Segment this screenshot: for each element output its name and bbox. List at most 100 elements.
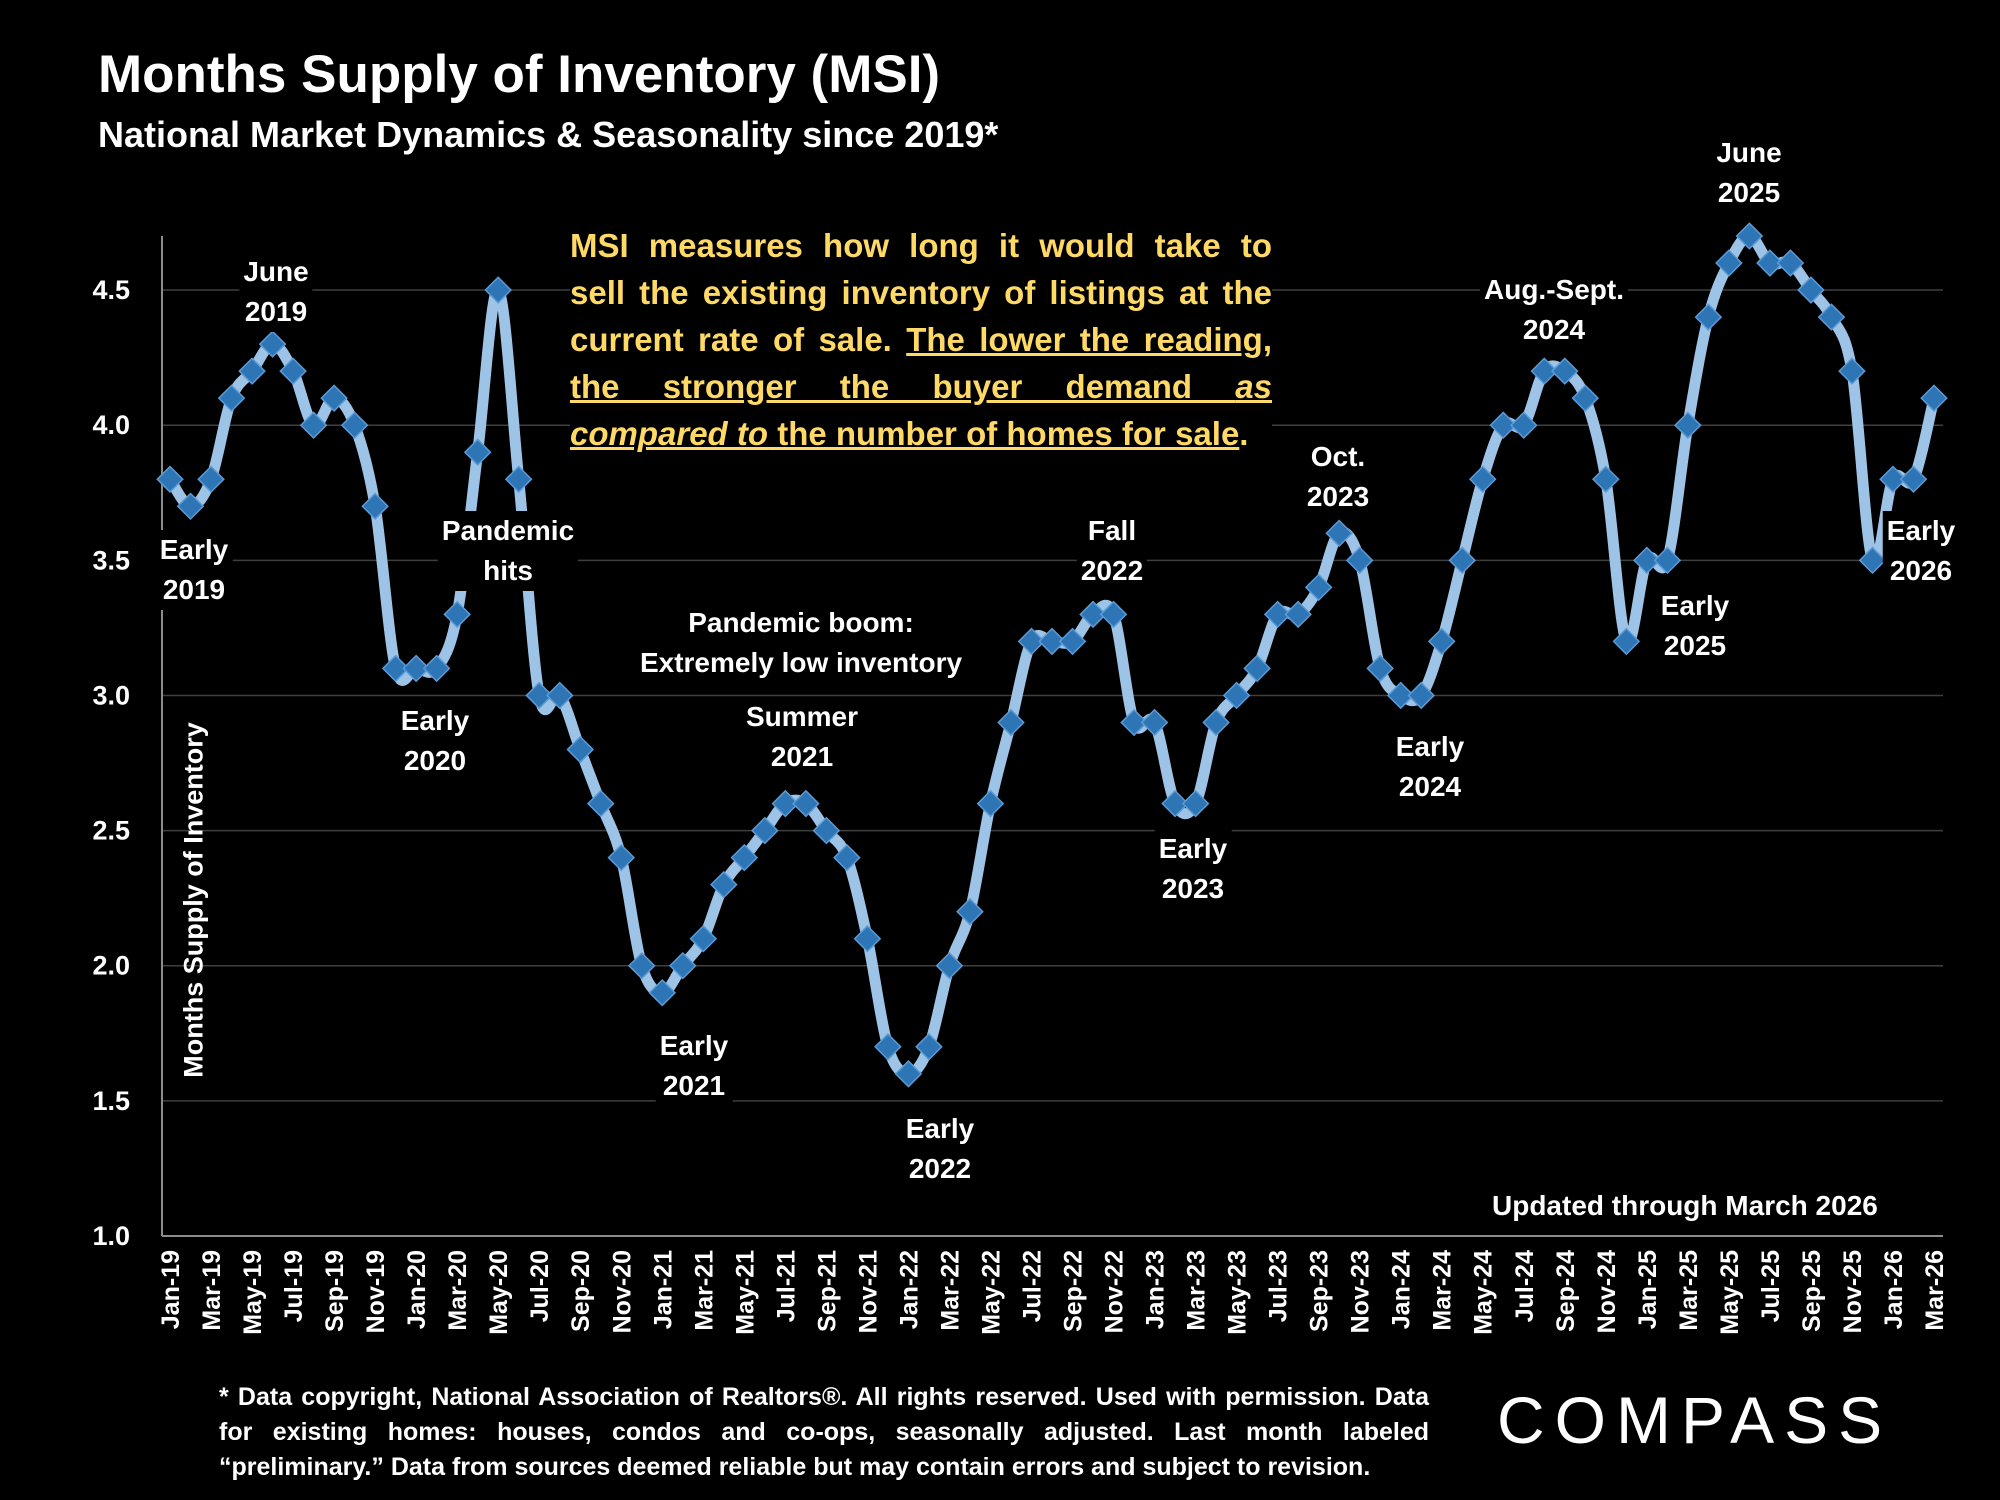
data-point-marker <box>320 384 348 412</box>
note-emphasis: compared to <box>570 415 769 452</box>
data-point-marker <box>1222 681 1251 710</box>
data-point-marker <box>1776 249 1805 277</box>
data-point-marker <box>976 789 1005 818</box>
data-point-marker <box>443 600 471 629</box>
data-point-marker <box>1797 276 1825 304</box>
data-point-marker <box>1304 573 1333 602</box>
data-point-marker <box>1735 222 1764 250</box>
note-line: MSI measures how long it would take to <box>570 227 1272 264</box>
data-point-marker <box>627 951 656 980</box>
note-text: . <box>1239 415 1249 452</box>
note-line: the stronger the buyer demand as <box>570 363 1272 410</box>
annotation-early-2022: Early 2022 <box>901 1109 979 1189</box>
annotation-june-2025: June 2025 <box>1712 133 1786 213</box>
data-point-marker <box>1386 681 1415 710</box>
x-tick-label: Jan-23 <box>1142 1250 1170 1329</box>
data-point-marker <box>1345 546 1374 575</box>
x-tick-label: Mar-25 <box>1675 1250 1703 1331</box>
x-tick-label: Jul-25 <box>1757 1250 1785 1322</box>
axes <box>161 236 1943 1237</box>
data-point-marker <box>1715 249 1743 277</box>
x-tick-label: Sep-23 <box>1306 1250 1334 1332</box>
x-tick-label: Nov-23 <box>1347 1250 1375 1333</box>
data-point-marker <box>1468 465 1497 494</box>
x-tick-label: Sep-20 <box>567 1250 595 1332</box>
annotation-early-2023: Early 2023 <box>1154 829 1232 909</box>
x-tick-label: Jul-23 <box>1265 1250 1293 1322</box>
data-point-marker <box>1509 411 1538 439</box>
data-point-marker <box>730 843 759 872</box>
note-line: compared to the number of homes for sale… <box>570 410 1272 457</box>
x-tick-label: Sep-22 <box>1060 1250 1088 1332</box>
y-axis-title: Months Supply of Inventory <box>178 722 209 1078</box>
data-point-marker <box>833 843 861 872</box>
x-tick-label: Sep-25 <box>1798 1250 1826 1332</box>
x-tick-label: May-20 <box>485 1250 513 1335</box>
data-point-marker <box>1756 249 1784 277</box>
annotation-pandemic-boom: Pandemic boom: Extremely low inventory <box>635 603 967 683</box>
annotation-pandemic-hits: Pandemic hits <box>437 511 579 591</box>
data-point-marker <box>1899 465 1928 494</box>
data-point-marker <box>566 735 595 764</box>
x-tick-labels: Jan-19 Mar-19 May-19 Jul-19 Sep-19 Nov-19 Jan-… <box>157 1250 1949 1335</box>
x-tick-label: Mar-23 <box>1183 1250 1211 1331</box>
note-emphasis: The lower the reading, <box>906 321 1272 358</box>
x-tick-label: Jan-19 <box>157 1250 185 1329</box>
x-tick-label: Sep-24 <box>1552 1250 1580 1332</box>
annotation-early-2024: Early 2024 <box>1391 727 1469 807</box>
data-point-marker <box>915 1033 943 1061</box>
data-point-marker <box>299 411 328 439</box>
x-tick-label: Nov-22 <box>1101 1250 1129 1333</box>
data-point-marker <box>1181 789 1210 818</box>
data-point-marker <box>1284 600 1312 629</box>
annotation-fall-2022: Fall 2022 <box>1076 511 1148 591</box>
data-point-marker <box>1161 789 1189 818</box>
note-emphasis: as <box>1235 368 1272 405</box>
y-tick-label: 4.5 <box>92 275 130 305</box>
data-point-marker <box>1879 465 1907 494</box>
x-tick-label: May-22 <box>977 1250 1005 1335</box>
y-tick-label: 1.5 <box>92 1086 130 1116</box>
data-point-marker <box>935 951 964 980</box>
footnote: * Data copyright, National Association o… <box>219 1383 1429 1481</box>
data-point-marker <box>197 465 225 494</box>
data-point-marker <box>771 789 800 818</box>
x-tick-label: Mar-26 <box>1921 1250 1949 1331</box>
note-emphasis: the number of homes for sale <box>768 415 1240 452</box>
x-tick-label: May-19 <box>239 1250 267 1335</box>
data-point-marker <box>1858 546 1887 575</box>
x-tick-label: May-24 <box>1470 1250 1498 1335</box>
y-tick-label: 2.5 <box>92 816 130 846</box>
y-tick-labels: 1.0 1.5 2.0 2.5 3.0 3.5 4.0 4.5 <box>92 275 130 1251</box>
note-text: current rate of sale. <box>570 321 907 358</box>
annotation-early-2019: Early 2019 <box>155 530 233 610</box>
x-tick-label: Jan-26 <box>1880 1250 1908 1329</box>
y-tick-label: 3.5 <box>92 545 130 575</box>
series-markers <box>156 222 1948 1088</box>
x-tick-label: Nov-25 <box>1839 1250 1867 1333</box>
data-point-marker <box>1551 357 1579 385</box>
x-tick-label: Jul-22 <box>1018 1250 1046 1322</box>
data-point-marker <box>1325 519 1353 548</box>
data-point-marker <box>1038 627 1066 656</box>
data-point-marker <box>504 465 533 494</box>
data-point-marker <box>1407 681 1435 710</box>
annotation-summer-2021: Summer 2021 <box>741 697 863 777</box>
data-point-marker <box>1838 357 1866 385</box>
data-point-marker <box>156 465 184 494</box>
compass-logo: COMPASS <box>1497 1383 1893 1457</box>
data-point-marker <box>1674 411 1702 439</box>
y-tick-label: 4.0 <box>92 410 130 440</box>
data-point-marker <box>710 870 738 899</box>
x-tick-label: Nov-24 <box>1593 1250 1621 1333</box>
updated-through-label: Updated through March 2026 <box>1492 1190 1878 1221</box>
data-point-marker <box>1633 546 1661 575</box>
x-tick-label: Jul-21 <box>772 1250 800 1322</box>
note-emphasis: the stronger the buyer demand <box>570 368 1236 405</box>
x-tick-label: Nov-21 <box>854 1250 882 1333</box>
data-point-marker <box>1120 708 1148 737</box>
y-tick-label: 2.0 <box>92 951 130 981</box>
data-point-marker <box>1530 357 1559 385</box>
data-point-marker <box>997 708 1025 737</box>
note-line: current rate of sale. The lower the read… <box>570 316 1272 363</box>
